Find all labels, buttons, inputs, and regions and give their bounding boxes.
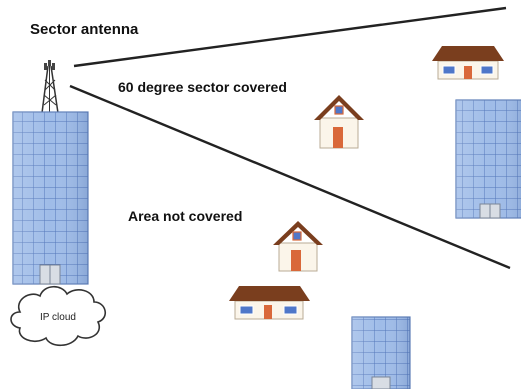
office-building-icon bbox=[351, 316, 411, 389]
house-icon bbox=[432, 46, 504, 80]
sector-antenna-label: Sector antenna bbox=[30, 21, 139, 38]
antenna-tower-icon bbox=[41, 60, 59, 114]
house-icon bbox=[273, 221, 323, 272]
office-building-icon bbox=[455, 99, 521, 219]
ip-cloud-label: IP cloud bbox=[40, 312, 76, 323]
house-icon bbox=[314, 95, 364, 149]
area-not-covered-label: Area not covered bbox=[128, 208, 242, 224]
sector-lower-boundary-line bbox=[69, 84, 511, 270]
sector-upper-boundary-line bbox=[73, 6, 507, 68]
sector-covered-label: 60 degree sector covered bbox=[118, 79, 287, 95]
office-building-icon bbox=[12, 111, 89, 285]
cloud-icon bbox=[10, 285, 106, 347]
house-icon bbox=[229, 286, 310, 320]
